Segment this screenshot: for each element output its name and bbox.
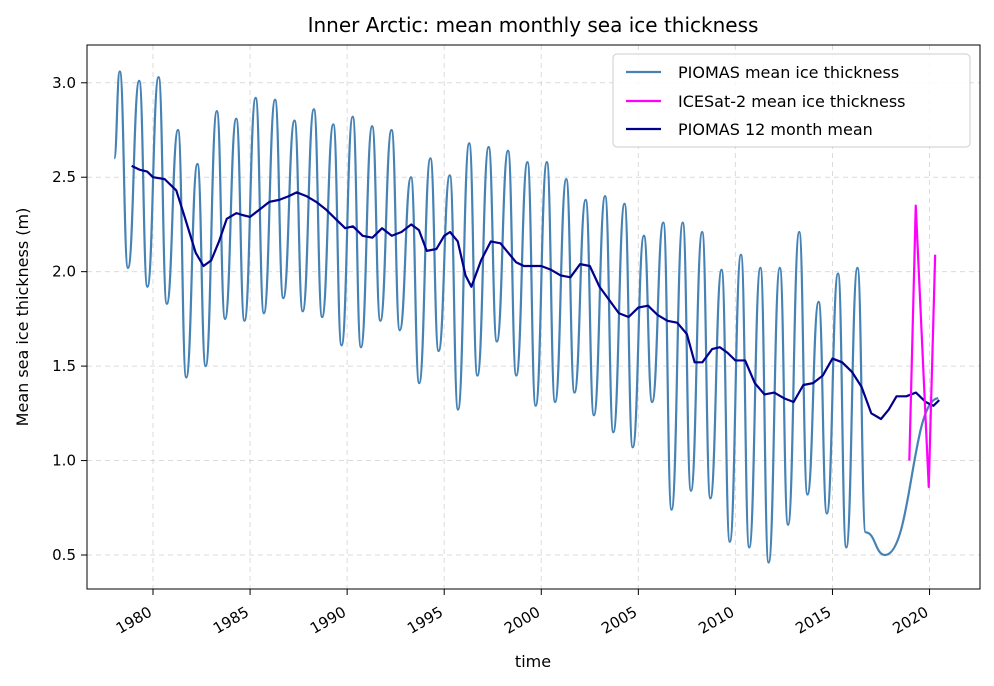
legend-box: [612, 53, 971, 148]
x-tick-label: 2015: [792, 603, 834, 638]
y-tick-label: 3.0: [52, 74, 76, 92]
plot-frame: [86, 44, 981, 590]
y-tick-label: 1.5: [52, 357, 76, 375]
y-tick-label: 1.0: [52, 452, 76, 470]
legend: PIOMAS mean ice thickness ICESat-2 mean …: [612, 53, 971, 148]
x-tick-label: 2010: [695, 603, 737, 638]
y-axis: 0.5 1.0 1.5 2.0 2.5 3.0: [52, 74, 87, 564]
x-tick-label: 2005: [598, 603, 640, 638]
y-tick-label: 2.0: [52, 263, 76, 281]
series-layer: [113, 70, 940, 564]
y-axis-label: Mean sea ice thickness (m): [13, 208, 32, 427]
legend-label-12month: PIOMAS 12 month mean: [678, 120, 873, 139]
x-axis-label: time: [515, 652, 551, 671]
series-icesat-line: [908, 204, 937, 489]
y-tick-label: 2.5: [52, 168, 76, 186]
x-axis: 1980 1985 1990 1995 2000 2005 2010 2015 2020: [113, 589, 932, 638]
y-tick-label: 0.5: [52, 546, 76, 564]
series-piomas-line: [113, 70, 939, 564]
x-tick-label: 1980: [113, 603, 155, 638]
x-tick-label: 1985: [210, 603, 252, 638]
legend-label-icesat: ICESat-2 mean ice thickness: [678, 92, 905, 111]
chart-title: Inner Arctic: mean monthly sea ice thick…: [308, 13, 759, 37]
x-tick-label: 1990: [307, 603, 349, 638]
legend-label-piomas: PIOMAS mean ice thickness: [678, 63, 899, 82]
x-tick-label: 1995: [404, 603, 446, 638]
series-12month-mean-line: [131, 164, 940, 421]
x-tick-label: 2020: [889, 603, 931, 638]
x-tick-label: 2000: [501, 603, 543, 638]
